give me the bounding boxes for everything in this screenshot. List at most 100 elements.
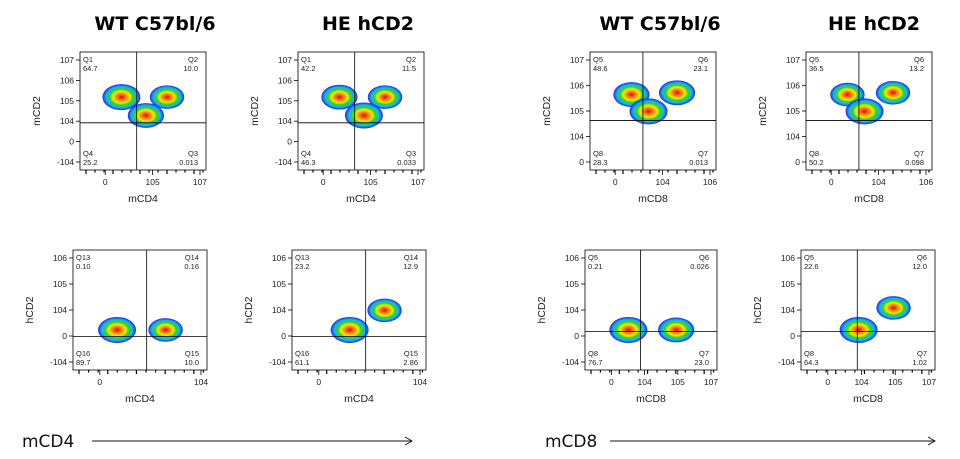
tick-label: 104 [413,377,427,387]
tick-label: 106 [781,253,795,263]
tick-label: 104 [60,116,74,126]
quadrant-name: Q7 [698,149,708,158]
tick-label: 106 [570,81,584,91]
quadrant-name: Q8 [593,149,603,158]
tick-label: 0 [795,157,800,167]
tick-label: 107 [278,55,292,65]
quadrant-name: Q15 [185,349,199,358]
quadrant-name: Q6 [917,253,927,262]
bottom-arrow-head [927,436,936,446]
quadrant-name: Q4 [83,149,93,158]
population-blob [845,98,884,125]
tick-label: 104 [854,377,868,387]
quadrant-name: Q6 [699,253,709,262]
quadrant-value: 23.0 [694,358,709,367]
tick-label: 0 [579,157,584,167]
quadrant-name: Q3 [188,149,198,158]
quadrant-value: 1.02 [912,358,927,367]
tick-label: 106 [272,253,286,263]
quadrant-value: 0.098 [905,158,924,167]
quadrant-value: 50.2 [809,158,824,167]
quadrant-value: 0.026 [690,262,709,271]
tick-label: 0 [281,331,286,341]
bottom-axis-label: mCD8 [545,432,597,452]
quadrant-name: Q6 [914,55,924,64]
population-blob [98,316,137,343]
tick-label: 106 [703,177,717,187]
tick-label: -104 [275,157,292,167]
quadrant-value: 10.0 [183,64,198,73]
quadrant-name: Q4 [301,149,311,158]
tick-label: 107 [193,177,207,187]
tick-label: 106 [278,75,292,85]
column-title: WT C57bl/6 [94,13,215,35]
quadrant-name: Q7 [917,349,927,358]
y-axis-label: mCD2 [31,96,43,126]
tick-label: 106 [60,75,74,85]
tick-label: 105 [565,279,579,289]
quadrant-name: Q7 [699,349,709,358]
quadrant-value: 64.7 [83,64,98,73]
x-axis-label: mCD4 [344,393,374,405]
tick-label: 105 [671,377,685,387]
population-blob [127,103,164,128]
population-blob [367,85,403,109]
y-axis-label: hCD2 [752,296,764,323]
quadrant-value: 76.7 [588,358,603,367]
tick-label: 0 [62,331,67,341]
quadrant-value: 0.033 [397,158,416,167]
tick-label: -104 [778,357,795,367]
quadrant-value: 13.2 [909,64,924,73]
population-blob [658,80,696,106]
tick-label: 0 [97,377,102,387]
tick-label: 105 [570,106,584,116]
x-axis-label: mCD8 [853,393,883,405]
tick-label: -104 [562,357,579,367]
tick-label: 104 [656,177,670,187]
quadrant-value: 23.1 [693,64,708,73]
population-blob [875,80,911,105]
tick-label: 107 [411,177,425,187]
tick-label: 105 [364,177,378,187]
tick-label: 104 [278,116,292,126]
y-axis-label: hCD2 [24,296,36,323]
population-blob [344,102,383,129]
population-blob [876,296,911,320]
x-axis-label: mCD4 [128,193,158,205]
population-blob [658,317,695,343]
tick-label: 106 [53,253,67,263]
population-blob [321,84,358,110]
quadrant-name: Q1 [83,55,93,64]
x-axis-label: mCD8 [854,193,884,205]
y-axis-label: mCD2 [249,96,261,126]
tick-label: 104 [53,305,67,315]
population-blob [148,318,183,342]
tick-label: 105 [888,377,902,387]
population-blob [102,84,141,111]
quadrant-name: Q3 [406,149,416,158]
quadrant-name: Q5 [804,253,814,262]
tick-label: 0 [69,137,74,147]
quadrant-name: Q15 [404,349,418,358]
tick-label: 105 [786,106,800,116]
tick-label: 0 [316,377,321,387]
quadrant-value: 36.5 [809,64,824,73]
tick-label: 104 [781,305,795,315]
quadrant-name: Q6 [698,55,708,64]
quadrant-value: 28.3 [593,158,608,167]
population-blob [629,98,668,125]
tick-label: 0 [609,377,614,387]
population-blob [839,316,878,343]
tick-label: 106 [565,253,579,263]
quadrant-name: Q16 [295,349,309,358]
tick-label: 105 [278,96,292,106]
x-axis-label: mCD4 [346,193,376,205]
quadrant-name: Q14 [185,253,199,262]
tick-label: 105 [60,96,74,106]
column-title: HE hCD2 [828,13,920,35]
